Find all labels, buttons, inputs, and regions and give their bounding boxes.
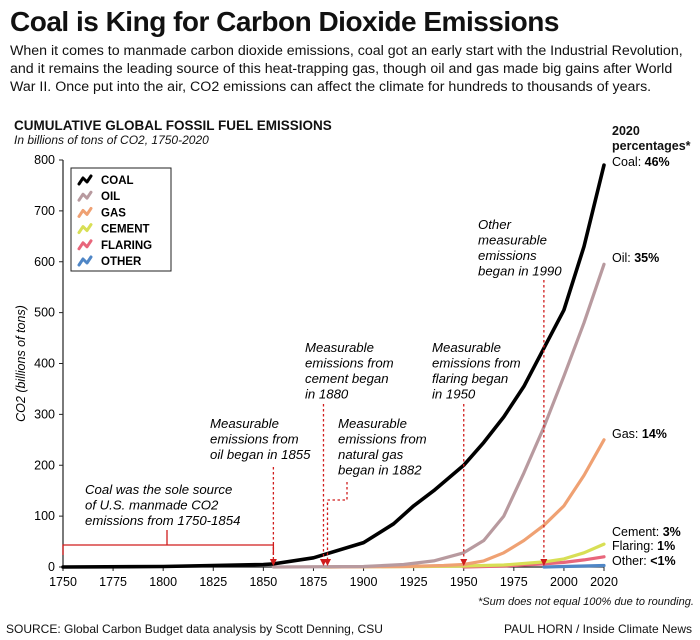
annotation-flaring: in 1950 <box>432 387 476 402</box>
y-tick-label: 0 <box>48 560 55 574</box>
percentage-value: <1% <box>650 554 675 568</box>
y-tick-label: 600 <box>34 255 55 269</box>
legend-swatch <box>77 206 93 218</box>
percentage-value: 46% <box>645 155 670 169</box>
percentage-label: Oil: 35% <box>612 251 659 265</box>
percentages-title: 2020 percentages* <box>612 124 691 153</box>
percentage-label: Flaring: 1% <box>612 539 675 553</box>
percentage-value: 14% <box>642 427 667 441</box>
y-tick-label: 700 <box>34 204 55 218</box>
annotation-oil: Measurable <box>210 416 279 431</box>
x-tick-label: 1950 <box>450 575 478 589</box>
x-tick-label: 1875 <box>300 575 328 589</box>
intro-paragraph: When it comes to manmade carbon dioxide … <box>10 43 683 95</box>
annotation-other: began in 1990 <box>478 264 562 279</box>
annotation-flaring: emissions from <box>432 356 521 371</box>
percentage-fuel: Gas: <box>612 427 642 441</box>
annotation-gas: emissions from <box>338 432 427 447</box>
percentage-fuel: Coal: <box>612 155 645 169</box>
y-tick-label: 800 <box>34 153 55 167</box>
annotation-other: measurable <box>478 233 547 248</box>
legend-label: COAL <box>101 175 134 187</box>
annotation-leader <box>326 482 348 559</box>
annotation-arrowhead <box>540 559 548 566</box>
x-tick-label: 1825 <box>199 575 227 589</box>
x-tick-label: 1975 <box>500 575 528 589</box>
annotation-other: Other <box>478 217 512 232</box>
percentage-fuel: Flaring: <box>612 539 657 553</box>
x-tick-label: 1850 <box>249 575 277 589</box>
annotation-coal-sole-source: emissions from 1750-1854 <box>85 513 240 528</box>
percentage-fuel: Cement: <box>612 525 663 539</box>
x-tick-label: 1800 <box>149 575 177 589</box>
annotation-cement: cement began <box>305 371 389 386</box>
author-credit: PAUL HORN / Inside Climate News <box>503 622 692 636</box>
annotation-flaring: flaring began <box>432 371 508 386</box>
percentage-label: Coal: 46% <box>612 155 670 169</box>
annotation-gas: Measurable <box>338 416 407 431</box>
annotation-coal-sole-source: of U.S. manmade CO2 <box>85 498 219 513</box>
y-tick-label: 400 <box>34 357 55 371</box>
annotation-oil: emissions from <box>210 432 299 447</box>
annotation-arrowhead <box>460 559 468 566</box>
legend-swatch <box>77 239 93 251</box>
percentage-label: Other: <1% <box>612 554 676 568</box>
legend-swatch <box>77 190 93 202</box>
series-line-gas <box>325 438 606 569</box>
legend-label: GAS <box>101 207 126 219</box>
percentage-label: Cement: 3% <box>612 525 681 539</box>
y-tick-label: 500 <box>34 306 55 320</box>
percentage-fuel: Other: <box>612 554 650 568</box>
x-tick-label: 2000 <box>550 575 578 589</box>
annotation-cement: in 1880 <box>305 387 349 402</box>
chart-subtitle: In billions of tons of CO2, 1750-2020 <box>14 133 209 147</box>
legend-label: OIL <box>101 191 120 203</box>
legend-swatch <box>77 174 93 186</box>
percentage-fuel: Oil: <box>612 251 634 265</box>
y-axis-label: CO2 (billions of tons) <box>14 305 28 422</box>
annotation-arrowhead <box>269 559 277 566</box>
series-line-other <box>542 563 606 569</box>
annotation-cement: Measurable <box>305 340 374 355</box>
percentage-value: 1% <box>657 539 675 553</box>
series-line-oil <box>271 262 606 569</box>
annotation-cement: emissions from <box>305 356 394 371</box>
legend: COAL OIL GAS CEMENT FLARING OTHER <box>70 167 172 272</box>
y-tick-label: 300 <box>34 407 55 421</box>
x-tick-label: 1775 <box>99 575 127 589</box>
annotation-gas: natural gas <box>338 447 404 462</box>
chart-title: CUMULATIVE GLOBAL FOSSIL FUEL EMISSIONS <box>14 118 332 133</box>
legend-swatch <box>77 255 93 267</box>
legend-box <box>70 167 172 272</box>
y-tick-label: 200 <box>34 458 55 472</box>
annotation-flaring: Measurable <box>432 340 501 355</box>
annotation-other: emissions <box>478 248 537 263</box>
legend-label: OTHER <box>101 256 142 268</box>
legend-label: CEMENT <box>101 224 150 236</box>
annotation-bracket <box>62 544 275 555</box>
y-tick-label: 100 <box>34 509 55 523</box>
legend-swatch <box>77 223 93 235</box>
percentage-value: 35% <box>634 251 659 265</box>
annotation-coal-sole-source: Coal was the sole source <box>85 482 232 497</box>
page-title: Coal is King for Carbon Dioxide Emission… <box>10 6 559 37</box>
source-credit: SOURCE: Global Carbon Budget data analys… <box>6 622 383 636</box>
x-tick-label: 2020 <box>590 575 618 589</box>
x-tick-label: 1900 <box>350 575 378 589</box>
footnote: *Sum does not equal 100% due to rounding… <box>478 596 694 608</box>
x-tick-label: 1925 <box>400 575 428 589</box>
annotation-gas: began in 1882 <box>338 463 422 478</box>
percentage-value: 3% <box>663 525 681 539</box>
legend-label: FLARING <box>101 240 152 252</box>
annotation-arrowhead <box>323 559 331 566</box>
annotation-oil: oil began in 1855 <box>210 447 311 462</box>
x-tick-label: 1750 <box>49 575 77 589</box>
percentage-label: Gas: 14% <box>612 427 667 441</box>
series-line-coal <box>61 163 606 569</box>
